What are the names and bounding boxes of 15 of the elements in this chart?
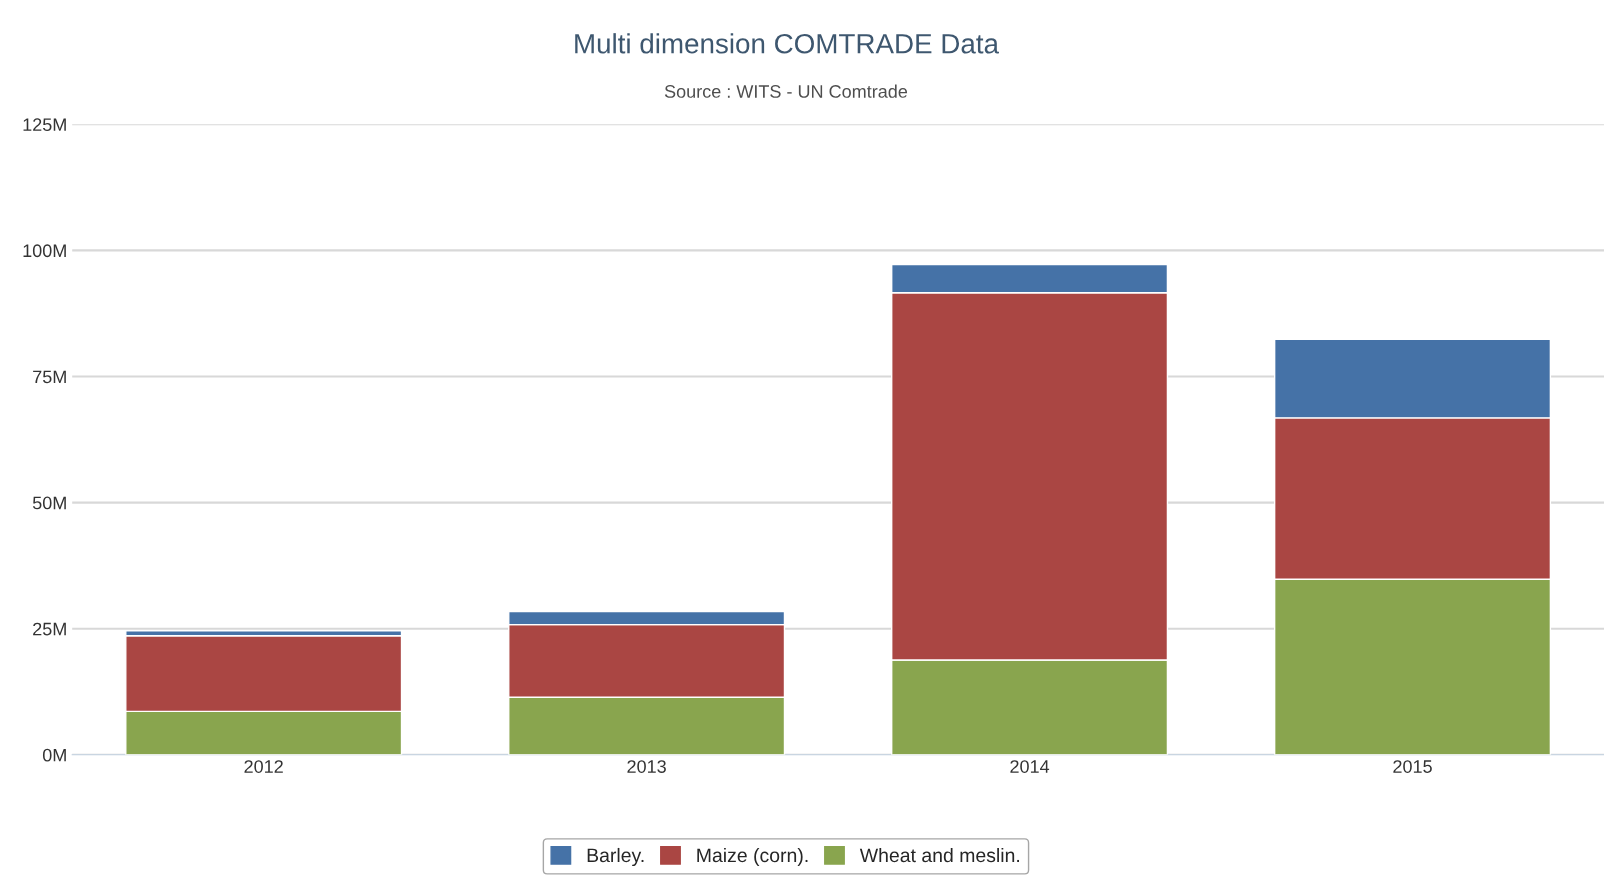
legend-label: Maize (corn).: [697, 847, 808, 867]
chart-title: Multi dimension COMTRADE Data: [575, 33, 999, 54]
y-tick-label: 0M: [42, 748, 66, 762]
x-tick-label: 2015: [1393, 760, 1432, 773]
y-tick-label: 75M: [33, 370, 66, 384]
chart-subtitle: Source : WITS - UN Comtrade: [664, 84, 908, 98]
y-tick-label: 125M: [23, 118, 66, 132]
legend-label: Wheat and meslin.: [859, 847, 1020, 863]
y-tick-label: 100M: [23, 244, 66, 258]
x-tick-label: 2014: [1010, 760, 1050, 773]
x-tick-label: 2012: [244, 760, 283, 773]
x-tick-label: 2013: [627, 760, 666, 773]
y-tick-label: 50M: [32, 496, 66, 510]
y-tick-label: 25M: [33, 622, 66, 636]
legend-label: Barley.: [587, 847, 644, 867]
